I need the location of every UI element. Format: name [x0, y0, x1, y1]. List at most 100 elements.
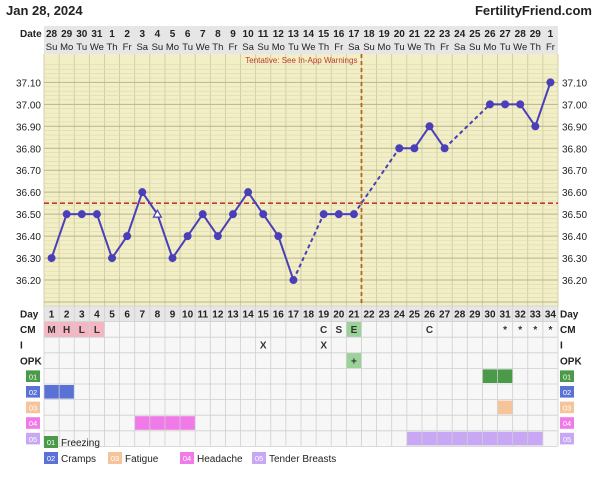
- cell-mark: H: [63, 325, 70, 336]
- legend-label: Headache: [197, 454, 243, 465]
- date-label: 29: [530, 29, 542, 40]
- weekday-label: Su: [363, 42, 375, 53]
- row-code: 03: [29, 404, 37, 413]
- menses-cell: [89, 321, 105, 338]
- temp-point: [425, 122, 434, 131]
- weekday-label: Th: [530, 42, 541, 53]
- temp-line: [534, 82, 552, 127]
- date-label: 29: [61, 29, 73, 40]
- day-number: 3: [79, 310, 85, 321]
- date-label: 3: [139, 29, 145, 40]
- row-label: OPK: [20, 356, 42, 367]
- temp-line: [232, 191, 249, 215]
- menses-cell: [44, 321, 60, 338]
- tentative-note: Tentative: See In-App Warnings: [245, 56, 357, 65]
- temp-point: [77, 210, 86, 219]
- weekday-label: Th: [106, 42, 117, 53]
- y-tick-left: 36.60: [16, 188, 41, 199]
- row-code: 05: [29, 435, 37, 444]
- temp-point: [213, 232, 222, 241]
- temp-point: [546, 78, 555, 87]
- day-number: 15: [258, 310, 270, 321]
- day-row-label: Day: [20, 310, 39, 321]
- weekday-label: Tu: [500, 42, 511, 53]
- weekday-label: We: [302, 42, 316, 53]
- date-label: 6: [185, 29, 191, 40]
- date-label: 13: [288, 29, 300, 40]
- row-label-right: CM: [560, 325, 576, 336]
- temp-point: [244, 188, 253, 197]
- temp-point: [289, 276, 298, 285]
- date-label: 23: [439, 29, 451, 40]
- weekday-label: Su: [152, 42, 164, 53]
- weekday-label: Th: [212, 42, 223, 53]
- weekday-label: We: [407, 42, 421, 53]
- temp-point: [228, 210, 237, 219]
- temp-line: [428, 125, 446, 149]
- temp-point: [531, 122, 540, 131]
- legend-label: Fatigue: [125, 454, 159, 465]
- y-tick-left: 36.80: [16, 144, 41, 155]
- weekday-label: Sa: [136, 42, 148, 53]
- cm-fertile-cell: [346, 321, 362, 338]
- temp-point: [516, 100, 525, 109]
- temp-line: [141, 191, 159, 215]
- day-number: 23: [379, 310, 391, 321]
- temp-point: [183, 232, 192, 241]
- day-number: 34: [545, 310, 557, 321]
- row-code: 04: [29, 419, 37, 428]
- legend-code: 02: [47, 454, 55, 463]
- temp-line: [126, 191, 144, 237]
- weekday-label: Fr: [334, 42, 343, 53]
- temp-line: [443, 103, 491, 149]
- date-label: 27: [500, 29, 512, 40]
- legend-label: Cramps: [61, 454, 96, 465]
- temp-point: [319, 210, 328, 219]
- weekday-label: We: [513, 42, 527, 53]
- day-number: 14: [243, 310, 255, 321]
- weekday-label: Su: [469, 42, 481, 53]
- y-tick-right: 36.60: [562, 188, 587, 199]
- date-label: 2: [124, 29, 130, 40]
- day-number: 32: [515, 310, 527, 321]
- y-tick-right: 36.90: [562, 122, 587, 133]
- date-label: 30: [76, 29, 88, 40]
- date-label: 7: [200, 29, 206, 40]
- legend-code: 01: [47, 438, 55, 447]
- temp-line: [277, 235, 295, 281]
- temp-line: [353, 147, 401, 215]
- day-number: 4: [94, 310, 100, 321]
- weekday-label: Sa: [348, 42, 360, 53]
- date-label: 24: [454, 29, 466, 40]
- row-code: 01: [29, 372, 37, 381]
- weekday-label: Mo: [272, 42, 285, 53]
- temp-point: [168, 254, 177, 263]
- y-tick-left: 36.20: [16, 276, 41, 287]
- date-label: 8: [215, 29, 221, 40]
- day-number: 8: [155, 310, 161, 321]
- weekday-label: Su: [257, 42, 269, 53]
- day-number: 31: [500, 310, 512, 321]
- day-number: 22: [363, 310, 375, 321]
- temp-line: [201, 213, 219, 237]
- date-label: 17: [348, 29, 360, 40]
- temp-point: [92, 210, 101, 219]
- day-number: 26: [424, 310, 436, 321]
- legend-code: 03: [111, 454, 119, 463]
- y-tick-right: 36.30: [562, 254, 587, 265]
- weekday-label: We: [90, 42, 104, 53]
- temp-point: [47, 254, 56, 263]
- temp-point: [349, 210, 358, 219]
- date-label: 10: [243, 29, 255, 40]
- day-number: 2: [64, 310, 70, 321]
- temp-point: [138, 188, 147, 197]
- row-label: I: [20, 341, 23, 352]
- temp-line: [413, 125, 431, 149]
- weekday-label: Tu: [288, 42, 299, 53]
- date-label: 28: [46, 29, 58, 40]
- menses-cell: [59, 321, 75, 338]
- legend-label: Freezing: [61, 438, 100, 449]
- row-code-badge: [26, 370, 40, 382]
- y-tick-left: 37.10: [16, 78, 41, 89]
